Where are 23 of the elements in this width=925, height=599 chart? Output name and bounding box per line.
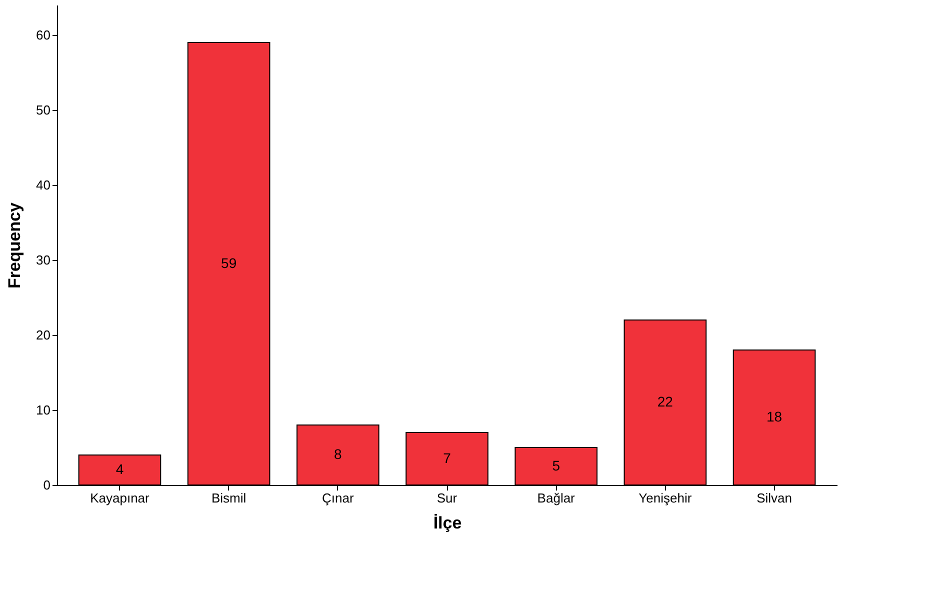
x-tick-label: Kayapınar	[90, 490, 150, 506]
x-tick-label: Silvan	[756, 490, 792, 506]
y-tick-label: 30	[36, 252, 50, 268]
y-tick-label: 60	[36, 28, 50, 42]
x-axis-title: İlçe	[433, 514, 462, 532]
data-label: 4	[116, 461, 124, 477]
x-tick-label: Bağlar	[537, 490, 576, 506]
y-tick-label: 20	[36, 328, 50, 342]
x-tick-label: Bismil	[211, 490, 246, 506]
y-axis-title: Frequency	[5, 202, 24, 288]
y-tick-label: 40	[36, 178, 50, 192]
y-tick-label: 0	[43, 478, 50, 492]
data-label: 5	[552, 457, 560, 474]
y-tick-label: 50	[36, 102, 50, 118]
x-tick-label: Yenişehir	[638, 490, 692, 506]
data-label: 8	[334, 446, 342, 462]
data-label: 59	[221, 254, 237, 271]
data-label: 7	[443, 450, 452, 466]
x-tick-label: Çınar	[322, 490, 354, 506]
data-label: 18	[766, 408, 782, 424]
y-tick-label: 10	[36, 402, 50, 418]
data-label: 22	[657, 394, 674, 410]
x-tick-label: Sur	[436, 490, 458, 506]
